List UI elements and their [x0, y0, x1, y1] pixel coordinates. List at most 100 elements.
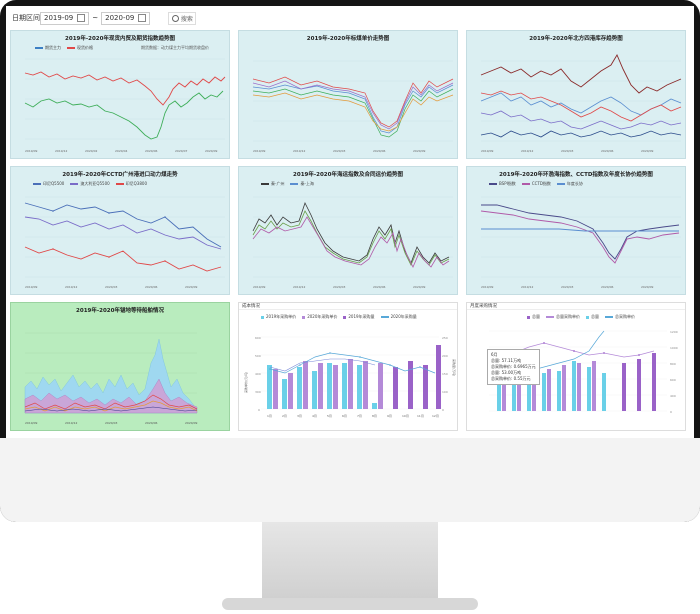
- svg-text:2020/06: 2020/06: [373, 149, 386, 153]
- legend-item: 2020年采购单价: [302, 314, 337, 320]
- svg-text:200: 200: [442, 354, 448, 358]
- legend-item: 期货主力: [35, 45, 61, 51]
- svg-text:250: 250: [442, 336, 448, 340]
- panel-header: 成本情况: [239, 303, 457, 310]
- svg-text:2019/09: 2019/09: [481, 149, 494, 153]
- svg-text:150: 150: [442, 372, 448, 376]
- svg-text:8月: 8月: [372, 414, 377, 418]
- north-ports-inventory-chart: 2019/09 2019/12 2020/03 2020/06 2020/09: [480, 54, 682, 153]
- north-ports-inventory-panel: 2019年-2020年北方四港库存趋势图 2019/09 2019/12 2020/…: [466, 30, 686, 159]
- svg-text:2020/03: 2020/03: [333, 149, 346, 153]
- monthly-purchase-chart: 1200 1000 800 600 400 0: [489, 330, 678, 414]
- svg-text:300: 300: [255, 390, 261, 394]
- legend-item: 印尼Q3800: [115, 181, 147, 187]
- monitor-stand-base: [222, 598, 478, 610]
- panel-title: 2019年-2020年海运指数及合同运价趋势图: [293, 172, 403, 178]
- svg-text:7月: 7月: [357, 414, 362, 418]
- guangzhou-import-coal-panel: 2019年-2020年CCTD广州港进口动力煤走势 印尼Q5500 澳大利亚Q5…: [10, 166, 230, 295]
- svg-text:1月: 1月: [267, 414, 272, 418]
- dashboard-screen: 日期区间 2019-09 ~ 2020-09 搜索 2019年-2020年现货内…: [6, 6, 694, 438]
- svg-text:2020/03: 2020/03: [105, 421, 118, 425]
- cost-panel: 成本情况 2019年采购单价 2020年采购单价 2019年采购量 2020年采…: [238, 302, 458, 431]
- svg-text:2019/12: 2019/12: [521, 285, 534, 289]
- svg-text:2019/09: 2019/09: [253, 285, 266, 289]
- monitor-chin: [0, 438, 700, 522]
- svg-text:3月: 3月: [297, 414, 302, 418]
- legend-item: 年度长协: [556, 181, 583, 187]
- bohai-cctd-index-chart: 2019/09 2019/12 2020/03 2020/06 2020/09: [480, 196, 681, 289]
- guangzhou-import-coal-chart: 2019/09 2019/12 2020/03 2020/06 2020/09: [24, 196, 225, 289]
- svg-text:2020/06: 2020/06: [373, 285, 386, 289]
- panel-title: 2019年-2020年北方四港库存趋势图: [529, 36, 623, 42]
- svg-text:11月: 11月: [417, 414, 424, 418]
- bohai-cctd-index-panel: 2019年-2020年环渤海指数、CCTD指数及年度长协价趋势图 BSPI指数 …: [466, 166, 686, 295]
- svg-text:500: 500: [255, 354, 261, 358]
- standard-coal-price-chart: 2019/09 2019/12 2020/03 2020/06 2020/09: [252, 60, 454, 153]
- svg-text:2020/09: 2020/09: [185, 285, 198, 289]
- svg-text:2019/09: 2019/09: [25, 285, 38, 289]
- cost-bars: [267, 345, 441, 409]
- svg-text:9月: 9月: [387, 414, 392, 418]
- panel-title: 2019年-2020年CCTD广州港进口动力煤走势: [62, 172, 178, 178]
- svg-text:2020/09: 2020/09: [641, 149, 654, 153]
- legend-item: 总量采购单价: [546, 314, 580, 320]
- chart-tooltip: 6月 总量: 57.11万吨 总采购单价: 0.6965万元 总量: 53.00…: [487, 349, 540, 385]
- svg-text:2019/09: 2019/09: [253, 149, 266, 153]
- standard-coal-price-panel: 2019年-2020年标煤单价走势图 2019/09 2019/12 2020/03…: [238, 30, 458, 159]
- svg-text:2020/06: 2020/06: [145, 285, 158, 289]
- svg-text:2020/09: 2020/09: [413, 149, 426, 153]
- chart-note: 期货数据：动力煤主力平均期货收盘价: [141, 45, 209, 50]
- svg-text:800: 800: [670, 362, 676, 366]
- shipping-index-panel: 2019年-2020年海运指数及合同运价趋势图 秦-广州 秦-上海 2019/0…: [238, 166, 458, 295]
- spot-price-line: [24, 71, 226, 106]
- svg-text:2020/04: 2020/04: [115, 149, 128, 153]
- svg-text:6月: 6月: [342, 414, 347, 418]
- svg-text:2020/07: 2020/07: [175, 149, 188, 153]
- price-line-2020: [269, 358, 376, 372]
- svg-text:100: 100: [442, 390, 448, 394]
- panel-header: 月度采购情况: [467, 303, 685, 310]
- legend-item: 总采购单价: [605, 314, 635, 320]
- svg-text:2019/12: 2019/12: [65, 421, 78, 425]
- end-date-input[interactable]: 2020-09: [101, 11, 151, 25]
- svg-text:2019/12: 2019/12: [65, 285, 78, 289]
- svg-text:2020/06: 2020/06: [145, 149, 158, 153]
- date-range-label: 日期区间: [12, 14, 40, 22]
- svg-text:2020/06: 2020/06: [145, 421, 158, 425]
- ships-area-mid: [24, 378, 198, 414]
- chart-legend: 印尼Q5500 澳大利亚Q5500 印尼Q3800: [33, 181, 147, 187]
- svg-text:1200: 1200: [670, 330, 678, 334]
- anchorage-ships-chart: 2019/09 2019/12 2020/03 2020/06 2020/09: [24, 332, 198, 425]
- svg-text:400: 400: [670, 394, 676, 398]
- panel-title: 2019年-2020年现货内贸及期货指数趋势图: [65, 36, 175, 42]
- legend-item: 秦-广州: [261, 181, 284, 187]
- svg-text:0: 0: [258, 408, 260, 412]
- svg-text:2020/03: 2020/03: [561, 149, 574, 153]
- calendar-icon: [138, 14, 147, 22]
- svg-text:0: 0: [442, 408, 444, 412]
- chart-legend: 期货主力 现货价格: [35, 45, 93, 51]
- anchorage-ships-panel: 2019年-2020年锚地等待船舶情况 2019/09 2019/12 2020/0…: [10, 302, 230, 431]
- futures-spot-trend-panel: 2019年-2020年现货内贸及期货指数趋势图 期货主力 现货价格 期货数据：动…: [10, 30, 230, 159]
- svg-text:2020/09: 2020/09: [205, 149, 218, 153]
- start-date-input[interactable]: 2019-09: [40, 11, 90, 25]
- legend-item: 澳大利亚Q5500: [70, 181, 110, 187]
- svg-text:2020/09: 2020/09: [185, 421, 198, 425]
- legend-item: 2019年采购单价: [261, 314, 296, 320]
- svg-text:2020/06: 2020/06: [601, 285, 614, 289]
- legend-item: 2020年采购量: [380, 314, 417, 320]
- panel-title: 2019年-2020年锚地等待船舶情况: [76, 308, 164, 314]
- svg-text:采购单价(元/吨): 采购单价(元/吨): [243, 372, 248, 393]
- legend-item: 总量: [527, 314, 540, 320]
- purchase-bars: [497, 353, 656, 411]
- futures-index-line: [24, 90, 224, 140]
- month-axis: 1月 2月 3月 4月 5月 6月 7月 8月 9月 10月 11月 12月: [267, 414, 439, 418]
- svg-text:2019/09: 2019/09: [25, 149, 38, 153]
- search-button[interactable]: 搜索: [168, 11, 197, 25]
- svg-text:600: 600: [255, 336, 261, 340]
- panel-title: 2019年-2020年标煤单价走势图: [306, 36, 390, 42]
- cost-combo-chart: 600 500 400 300 0 250 200 150 100 0 采购单价(元/吨…: [243, 336, 457, 418]
- legend-item: 秦-上海: [290, 181, 314, 187]
- legend-item: CCTD指数: [521, 181, 551, 187]
- svg-text:2019/12: 2019/12: [521, 149, 534, 153]
